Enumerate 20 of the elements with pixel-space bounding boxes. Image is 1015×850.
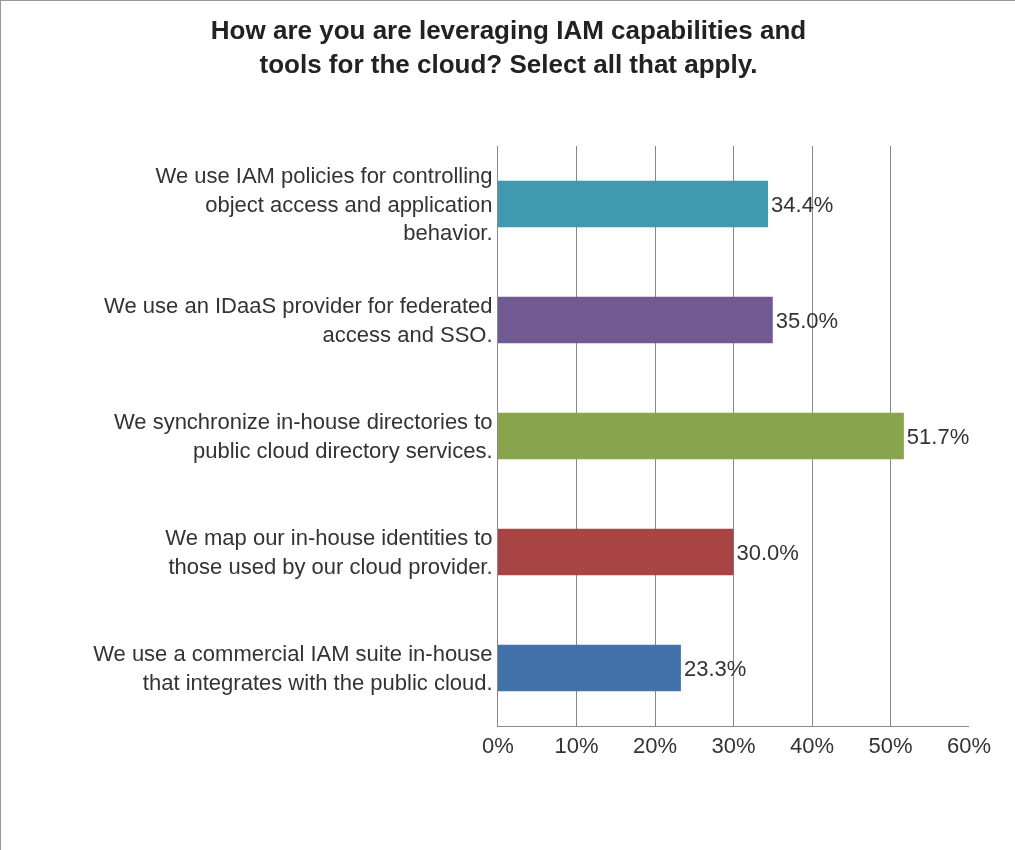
y-tick-label: We use an IDaaS provider for federated access and SSO.: [104, 293, 493, 347]
data-label: 51.7%: [906, 423, 970, 449]
data-label: 30.0%: [736, 539, 799, 565]
x-tick-label: 60%: [946, 733, 992, 759]
x-tick-label: 50%: [868, 733, 913, 759]
bar: [498, 180, 769, 228]
x-tick-label: 30%: [711, 733, 756, 759]
y-tick-label: We use IAM policies for controlling object access and application behavior.: [155, 163, 493, 246]
chart-title: How are you are leveraging IAM capabilities and tools for the cloud? Select all that apply.: [210, 15, 807, 80]
bar: [498, 412, 904, 460]
y-tick-label: We use a commercial IAM suite in-house that integrates with the public cloud.: [93, 641, 493, 695]
x-tick-label: 20%: [632, 733, 678, 759]
x-tick-label: 10%: [554, 733, 599, 759]
bar: [498, 644, 681, 692]
x-tick-label: 40%: [789, 733, 835, 759]
x-tick-label: 0%: [482, 733, 514, 759]
y-tick-label: We synchronize in-house directories to public cloud directory services.: [113, 409, 493, 463]
bar: [498, 528, 734, 576]
y-tick-label: We map our in-house identities to those used by our cloud provider.: [165, 525, 493, 579]
bar: [498, 296, 773, 344]
